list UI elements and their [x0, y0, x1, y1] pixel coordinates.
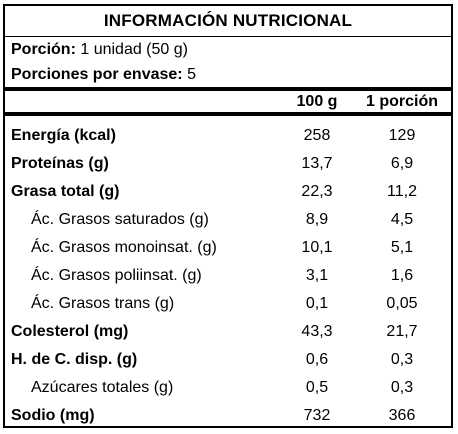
nutrient-name: Ác. Grasos saturados (g) — [31, 211, 209, 228]
nutrient-row: Ác. Grasos poliinsat. (g) 3,1 1,6 — [5, 262, 451, 290]
nutrient-name: Grasa total (g) — [11, 183, 120, 200]
value-portion: 0,05 — [386, 295, 418, 312]
value-100g: 0,1 — [305, 295, 329, 312]
portion-value: 1 unidad (50 g) — [80, 41, 188, 58]
portion-label: Porción: — [11, 41, 76, 58]
nutrition-facts-label: INFORMACIÓN NUTRICIONAL Porción: 1 unida… — [3, 4, 453, 428]
value-100g: 13,7 — [301, 155, 333, 172]
value-portion: 11,2 — [387, 183, 417, 200]
nutrient-name: Ác. Grasos poliinsat. (g) — [31, 267, 202, 284]
column-header: 100 g 1 porción — [5, 91, 451, 116]
servings-line: Porciones por envase: 5 — [11, 62, 451, 87]
column-portion: 1 porción — [365, 93, 438, 110]
value-100g: 22,3 — [301, 183, 333, 200]
value-portion: 21,7 — [386, 323, 418, 340]
value-portion: 5,1 — [390, 239, 414, 256]
nutrient-name: Proteínas (g) — [11, 155, 109, 172]
nutrient-row: H. de C. disp. (g) 0,6 0,3 — [5, 346, 451, 374]
nutrient-row: Grasa total (g) 22,3 11,2 — [5, 178, 451, 206]
nutrient-row: Proteínas (g) 13,7 6,9 — [5, 150, 451, 178]
nutrient-rows: Energía (kcal) 258 129 Proteínas (g) 13,7 6,9… — [5, 116, 451, 430]
value-100g: 43,3 — [301, 323, 333, 340]
label-title: INFORMACIÓN NUTRICIONAL — [5, 6, 451, 37]
nutrient-name: Azúcares totales (g) — [31, 379, 174, 396]
value-100g: 10,1 — [301, 239, 333, 256]
nutrient-name: Energía (kcal) — [11, 127, 116, 144]
value-100g: 0,5 — [305, 379, 329, 396]
serving-info: Porción: 1 unidad (50 g) Porciones por e… — [5, 37, 451, 91]
nutrient-row: Ác. Grasos monoinsat. (g) 10,1 5,1 — [5, 234, 451, 262]
value-100g: 732 — [303, 407, 331, 424]
value-100g: 3,1 — [305, 267, 329, 284]
value-portion: 6,9 — [390, 155, 414, 172]
value-portion: 0,3 — [390, 351, 414, 368]
value-portion: 366 — [388, 407, 416, 424]
servings-value: 5 — [187, 66, 196, 83]
value-100g: 0,6 — [305, 351, 329, 368]
value-portion: 1,6 — [390, 267, 414, 284]
nutrient-name: Ác. Grasos monoinsat. (g) — [31, 239, 217, 256]
value-100g: 258 — [303, 127, 331, 144]
value-portion: 129 — [388, 127, 416, 144]
nutrient-name: Sodio (mg) — [11, 407, 95, 424]
nutrient-name: H. de C. disp. (g) — [11, 351, 138, 368]
value-100g: 8,9 — [305, 211, 329, 228]
portion-line: Porción: 1 unidad (50 g) — [11, 37, 451, 62]
servings-label: Porciones por envase: — [11, 66, 183, 83]
nutrient-row: Sodio (mg) 732 366 — [5, 402, 451, 430]
value-portion: 0,3 — [390, 379, 414, 396]
nutrient-row: Colesterol (mg) 43,3 21,7 — [5, 318, 451, 346]
nutrient-name: Ác. Grasos trans (g) — [31, 295, 175, 312]
column-100g: 100 g — [296, 93, 338, 110]
nutrient-row: Ác. Grasos trans (g) 0,1 0,05 — [5, 290, 451, 318]
nutrient-name: Colesterol (mg) — [11, 323, 129, 340]
value-portion: 4,5 — [390, 211, 414, 228]
nutrient-row: Ác. Grasos saturados (g) 8,9 4,5 — [5, 206, 451, 234]
nutrient-row: Energía (kcal) 258 129 — [5, 122, 451, 150]
nutrient-row: Azúcares totales (g) 0,5 0,3 — [5, 374, 451, 402]
